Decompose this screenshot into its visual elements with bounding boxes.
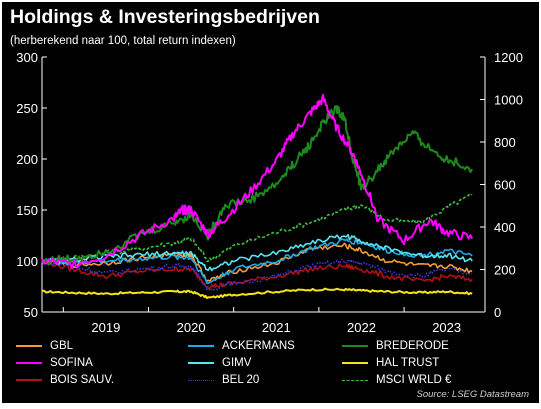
y-right-tick-label: 400 [494, 220, 516, 235]
legend-swatch [342, 345, 368, 347]
legend-swatch [342, 362, 368, 364]
legend-label: SOFINA [50, 357, 93, 369]
x-tick-label: 2021 [262, 320, 291, 335]
legend-swatch [16, 379, 42, 381]
legend-label: HAL TRUST [376, 357, 440, 369]
y-left-tick-label: 300 [16, 50, 38, 65]
legend-swatch [16, 345, 42, 347]
y-right-tick-label: 200 [494, 263, 516, 278]
x-tick-label: 2019 [91, 320, 120, 335]
y-left-tick-label: 100 [16, 254, 38, 269]
legend-swatch [16, 362, 42, 364]
legend-item: GBL [16, 339, 73, 353]
y-right-tick-label: 1200 [494, 50, 523, 65]
y-right-tick-label: 800 [494, 135, 516, 150]
y-right-tick-label: 1000 [494, 93, 523, 108]
series-line-bel-20 [41, 258, 473, 292]
legend-label: BEL 20 [222, 374, 260, 386]
legend-label: BOIS SAUV. [50, 374, 115, 386]
series-line-sofina [41, 93, 474, 270]
y-left-tick-label: 250 [16, 101, 38, 116]
legend-swatch [342, 379, 368, 381]
x-tick-label: 2022 [347, 320, 376, 335]
line-chart: 50 100 150 200 250 300 0 200 400 600 800 1000 1200 20… [16, 50, 523, 335]
source-note: Source: LSEG Datastream [416, 389, 529, 400]
legend-swatch [188, 379, 214, 381]
y-left-tick-label: 150 [16, 203, 38, 218]
legend-label: BREDERODE [376, 340, 449, 352]
y-left-tick-label: 50 [24, 305, 38, 320]
x-tick-label: 2020 [177, 320, 206, 335]
series-line-gimv [41, 233, 473, 272]
legend-label: GBL [50, 340, 74, 352]
legend-item: ACKERMANS [188, 339, 295, 353]
chart-title: Holdings & Investeringsbedrijven [10, 6, 320, 28]
x-tick-label: 2023 [432, 320, 461, 335]
series-line-hal-trust [42, 287, 473, 300]
chart-subtitle: (herberekend naar 100, total return inde… [10, 35, 236, 47]
legend-swatch [188, 345, 214, 347]
legend-item: GIMV [188, 356, 251, 370]
legend-item: BREDERODE [342, 339, 449, 353]
y-right-tick-label: 0 [494, 305, 501, 320]
legend-item: BEL 20 [188, 373, 259, 387]
legend-swatch [188, 362, 214, 364]
series-line-msci-wrld- [41, 192, 473, 264]
legend-item: BOIS SAUV. [16, 373, 114, 387]
y-left-tick-label: 200 [16, 152, 38, 167]
legend-label: MSCI WRLD € [376, 374, 452, 386]
legend-label: GIMV [222, 357, 252, 369]
legend-item: HAL TRUST [342, 356, 439, 370]
chart-panel: Holdings & Investeringsbedrijven (herber… [2, 2, 539, 403]
series-line-ackermans [41, 238, 473, 285]
y-right-tick-label: 600 [494, 178, 516, 193]
legend-label: ACKERMANS [222, 340, 295, 352]
legend-item: MSCI WRLD € [342, 373, 451, 387]
legend-item: SOFINA [16, 356, 93, 370]
